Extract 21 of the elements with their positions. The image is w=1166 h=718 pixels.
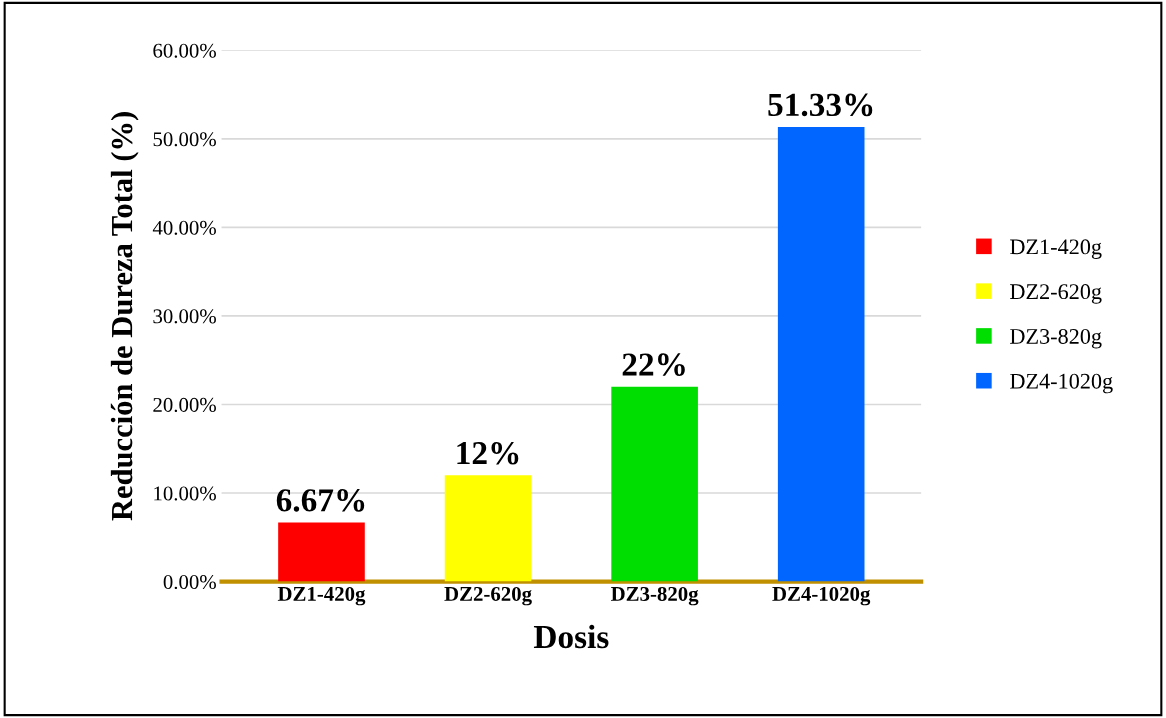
legend-label: DZ1-420g: [1010, 239, 1102, 259]
data-label: 22%: [622, 353, 685, 376]
y-tick-label: 0.00%: [163, 574, 216, 590]
x-tick-label: DZ2-620g: [444, 586, 532, 606]
legend-label: DZ2-620g: [1010, 284, 1102, 304]
legend-label: DZ3-820g: [1010, 328, 1102, 349]
x-axis-title: Dosis: [533, 624, 609, 649]
y-tick-label: 40.00%: [152, 220, 216, 235]
y-tick-label: 50.00%: [153, 132, 216, 147]
y-tick-label: 60.00%: [153, 43, 216, 58]
legend-label: DZ4-1020g: [1010, 373, 1113, 394]
data-label: 6.67%: [276, 489, 365, 512]
y-tick-label: 10.00%: [154, 486, 216, 501]
x-tick-label: DZ1-420g: [277, 586, 366, 606]
x-tick-label: DZ3-820g: [611, 586, 699, 606]
y-tick-label: 20.00%: [153, 397, 216, 412]
y-axis-title: Reducción de Dureza Total (%): [110, 112, 139, 521]
x-tick-label: DZ4-1020g: [772, 586, 871, 606]
data-label: 12%: [457, 441, 519, 465]
y-tick-label: 30.00%: [153, 309, 216, 324]
data-label: 51.33%: [768, 93, 873, 117]
